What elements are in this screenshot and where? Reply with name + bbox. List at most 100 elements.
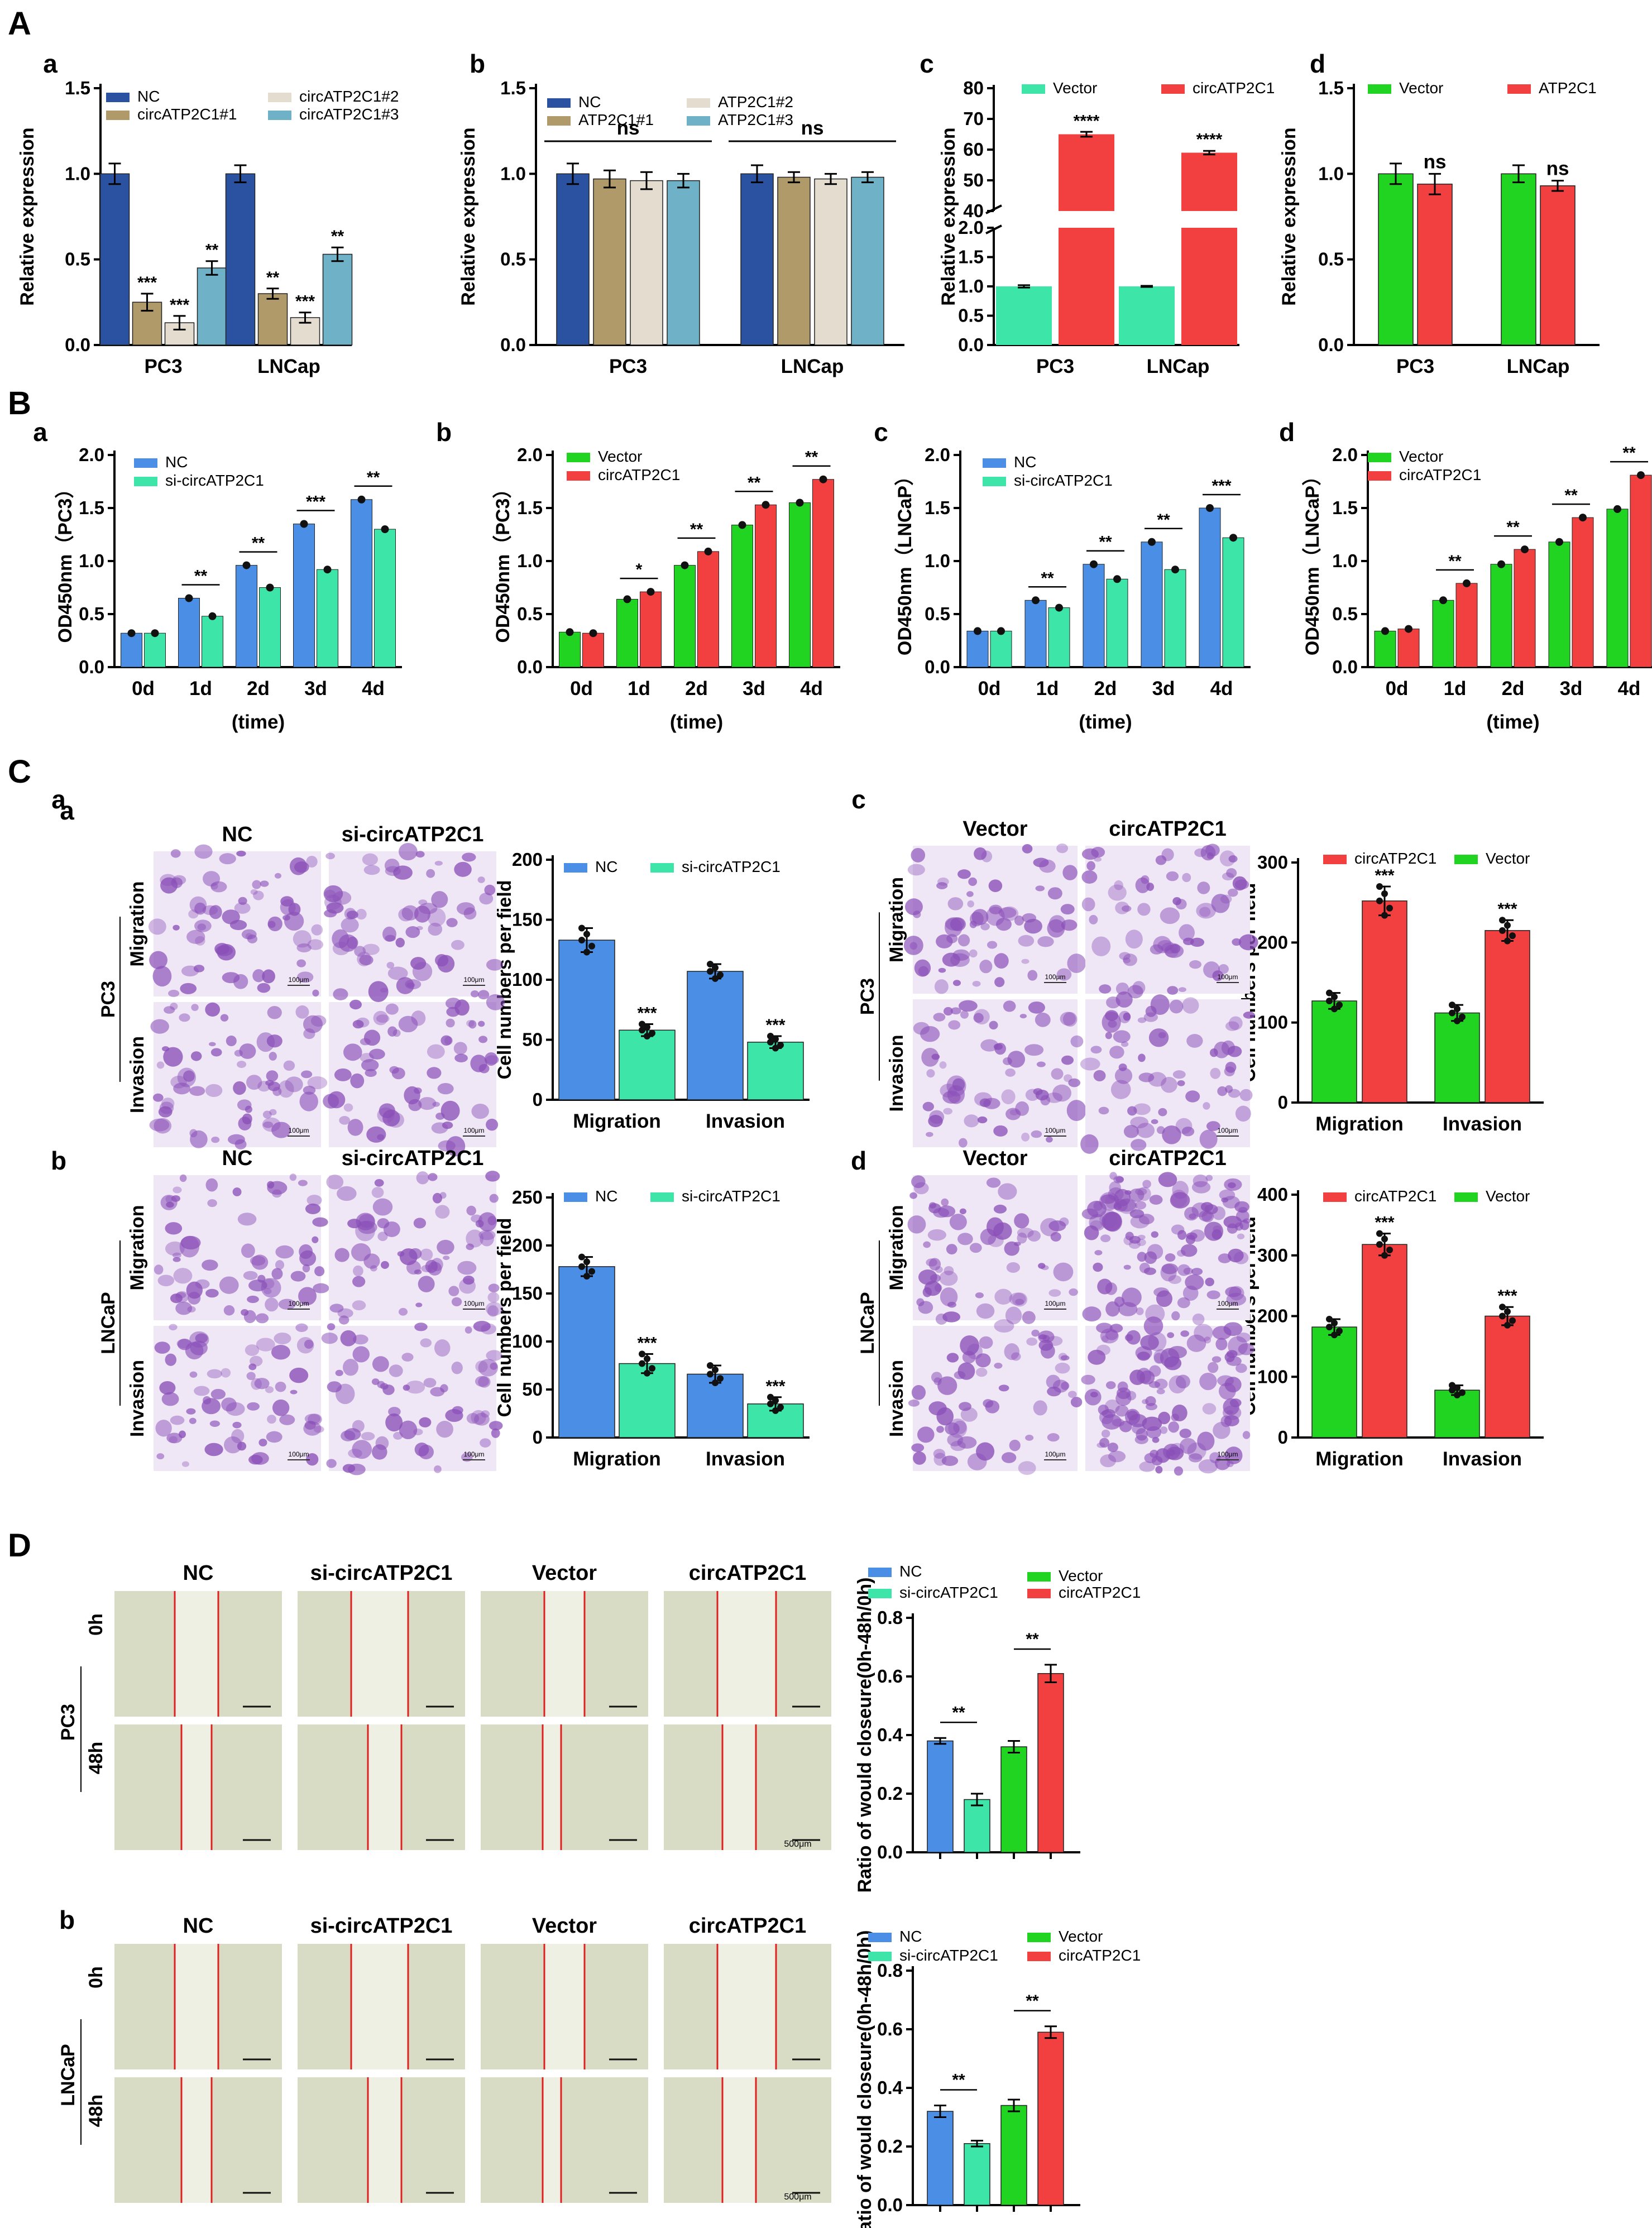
micro-cd-0-1-cell [975,1353,991,1368]
y-tick-label-db-4: 0.8 [877,1960,903,1981]
y-tick-label-bc-2: 1.0 [925,550,950,571]
micro-cb-0-1-cell [247,1402,260,1411]
bar-ba-4d-2-point [381,525,389,533]
panel-label-ba: a [33,418,47,447]
y-tick-label-bd-2: 1.0 [1332,550,1358,571]
micro-ca-0-1-cell [190,1051,202,1061]
micro-ca-0-0-cell [149,951,167,969]
chart-ca: a 0 50 100 150 200 Cell numbers per field Migra… [51,785,810,1132]
micro-ca-0-1-cell [226,1035,237,1047]
sig-label-da-2: ** [1026,1630,1039,1649]
micro-ca-0-0-cell [293,930,312,948]
sig-label-bc-3d: ** [1157,511,1170,529]
panel-label-bc: c [874,418,888,447]
micro-cc-0-0-cell [1039,859,1056,873]
bar-bd-3d-2-point [1579,514,1587,522]
micro-cb-1-0-cell [466,1243,474,1250]
micrograph-row-label-cc-2: Invasion [886,1035,907,1112]
micro-ca-0-0-cell [210,881,227,893]
micro-ca-1-0-cell [451,940,465,950]
micro-cb-1-1-cell [480,1438,491,1448]
bar-cb-migration-1-point-1 [583,1273,590,1280]
micro-cc-0-1-cell [993,1125,1008,1137]
bar-ab-pc3-4 [667,180,700,346]
micro-cd-1-1-cell [1142,1399,1149,1405]
bar-ac-lncap-1 [1119,286,1175,345]
bar-ba-0d-2-point [151,629,159,638]
micro-cd-0-1-cell [960,1335,979,1356]
micro-cb-0-0-cell [232,1187,242,1196]
micro-cb-1-0-cell [488,1283,500,1292]
legend-swatch-db-3 [1027,1933,1051,1942]
micro-cd-1-0-cell [1090,1220,1103,1230]
legend-label-bb-2: circATP2C1 [598,466,680,483]
micro-ca-1-0-cell [418,899,428,905]
panel-label-ab: b [470,49,485,78]
micro-ca-1-1-cell [365,1069,377,1077]
scratch-da-0-1-wound [181,1724,212,1850]
micro-ca-0-1-cell [303,1028,315,1039]
micro-cd-1-0-cell [1185,1234,1195,1244]
micro-cd-1-1-cell [1174,1466,1184,1476]
scratch-da-2-0-wound [544,1591,585,1717]
bar-bb-4d-1-point [796,499,804,507]
chart-ab: b 0.0 0.5 1.0 1.5 Relative expression PC3 LNCap… [458,49,904,377]
micro-cd-0-0-cell [1048,1220,1066,1232]
micro-ca-1-1-cell [411,1010,426,1026]
micrograph-col-header-cd-1: Vector [963,1147,1027,1170]
micro-cd-1-0-cell [1093,1262,1103,1272]
y-tick-label-da-3: 0.6 [877,1666,903,1686]
legend-label-da-2: si-circATP2C1 [899,1584,998,1601]
bar-ca-invasion-2 [747,1042,804,1100]
micro-cb-1-1-cell [372,1444,387,1460]
micrograph-side-label-db: LNCaP [58,2044,79,2106]
x-tick-label-aa-2: LNCap [257,356,320,377]
y-tick-label-bc-3: 1.5 [925,497,950,518]
micrograph-col-header-db-1: NC [183,1914,214,1938]
micro-ca-0-0-cell [247,935,258,943]
micro-cd-0-0-cell [993,1204,1007,1214]
micro-cc-0-1-cell [1033,1088,1043,1095]
axis-break-mark-2 [985,224,1002,234]
micro-ca-1-1-cell [408,1099,422,1111]
micro-ca-1-1-cell [389,1066,399,1074]
micro-cc-1-1-cell [1161,1077,1177,1093]
micro-cc-1-0-cell [1222,872,1234,881]
micro-ca-0-1-cell [233,1081,246,1095]
micro-cc-1-1-cell [1182,997,1199,1014]
micro-ca-1-0-cell [338,934,358,952]
micro-ca-1-1-cell [432,1101,440,1107]
legend-label-ca-2: si-circATP2C1 [682,858,780,875]
micro-cc-0-0-cell [980,923,990,931]
legend-label-cd-1: circATP2C1 [1354,1187,1436,1205]
micrograph-row-label-da-2: 48h [85,1742,107,1775]
bar-cb-migration-2-sig: *** [637,1334,657,1352]
micro-cd-1-1-cell [1224,1377,1242,1393]
micro-cc-1-0-cell [1196,903,1217,919]
bar-aa-pc3-1 [99,173,130,346]
micro-cb-1-0-cell [414,1269,422,1275]
y-tick-label-ac-lower-2: 1.0 [958,276,984,296]
micro-ca-1-0-cell [478,990,490,1000]
micro-cb-1-1-cell [475,1376,489,1387]
scratch-db-0-0-wound [175,1944,218,2069]
bar-cb-migration-2-point-3 [639,1360,645,1367]
sig-label-db-1: ** [952,2071,965,2090]
micro-ca-1-1-cell [350,1073,365,1089]
bar-bd-2d-1-point [1497,560,1505,568]
micro-ca-0-1-cell [310,1015,327,1027]
micro-cc-0-0-cell [911,847,926,863]
micro-cd-0-1-cell [1047,1433,1060,1442]
micro-cd-0-1-cell [1070,1397,1083,1407]
micro-cc-1-1-cell [1186,1034,1203,1048]
bar-cd-migration-1-point-4 [1331,1320,1338,1327]
micro-cc-0-1-cell [1007,1051,1026,1068]
micro-cd-1-0-cell [1084,1225,1099,1240]
micro-cb-1-1-cell [419,1417,432,1427]
micro-cb-1-0-cell [443,1256,450,1261]
micro-cd-1-0-cell [1093,1201,1103,1211]
bar-bb-4d-1 [789,502,811,668]
micro-ca-0-0-cell [219,853,236,865]
